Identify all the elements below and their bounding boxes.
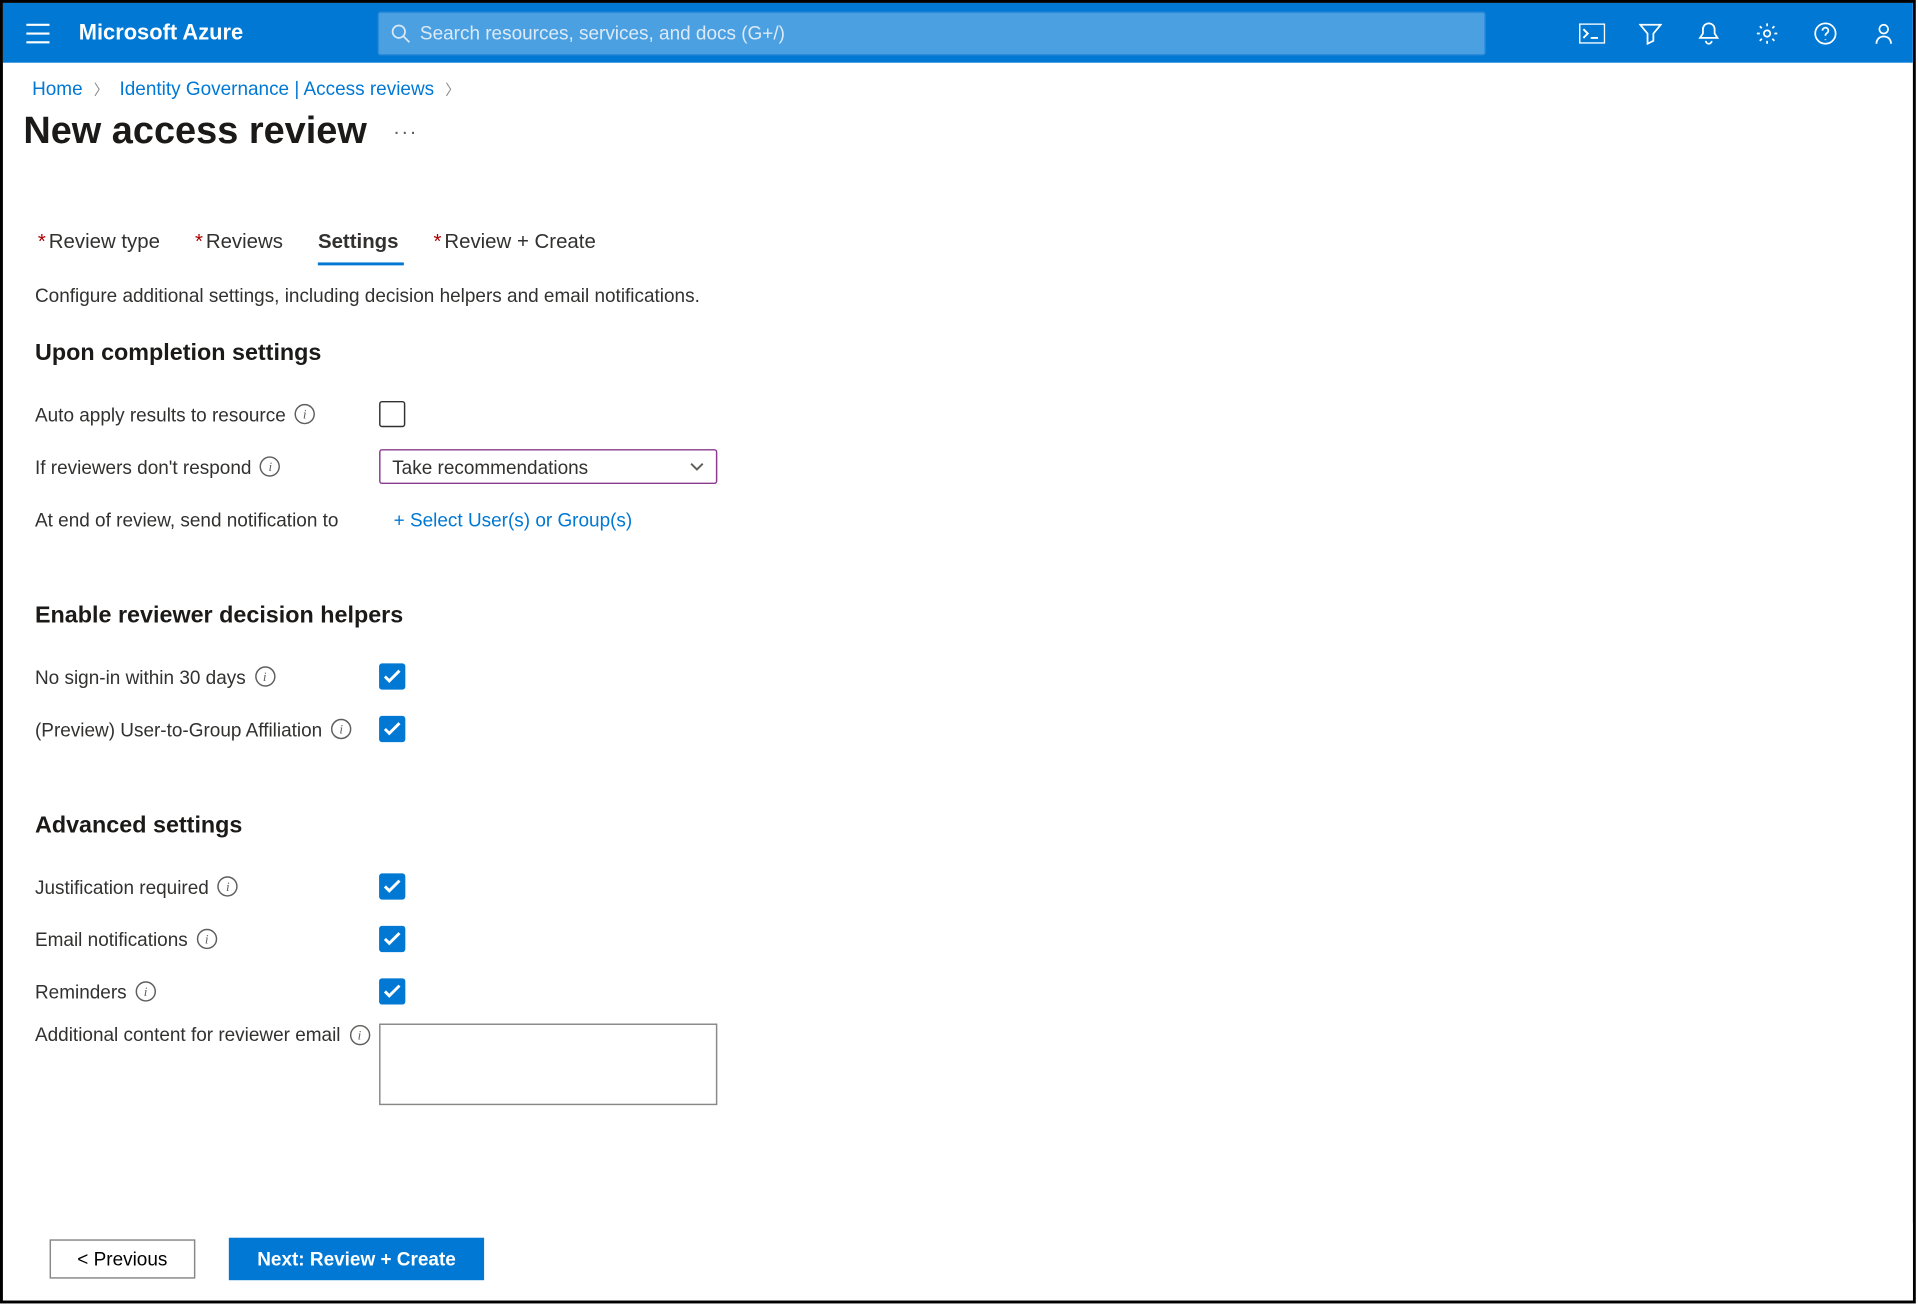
help-button[interactable] xyxy=(1796,3,1854,63)
row-affiliation: (Preview) User-to-Group Affiliation i xyxy=(35,703,1881,755)
tab-review-create[interactable]: Review + Create xyxy=(419,217,616,264)
chevron-right-icon: 〉 xyxy=(88,83,114,99)
info-icon[interactable]: i xyxy=(349,1024,369,1044)
bell-icon xyxy=(1697,21,1720,44)
top-bar: Microsoft Azure xyxy=(3,3,1913,63)
global-search[interactable] xyxy=(378,11,1486,55)
content-area: Configure additional settings, including… xyxy=(3,264,1913,1105)
row-addl-content: Additional content for reviewer email i xyxy=(35,1024,1881,1106)
info-icon[interactable]: i xyxy=(260,456,280,476)
label-reminders: Reminders xyxy=(35,981,127,1003)
top-icons xyxy=(1563,3,1913,63)
label-addl-content: Additional content for reviewer email xyxy=(35,1024,341,1046)
row-no-respond: If reviewers don't respond i Take recomm… xyxy=(35,440,1881,492)
row-end-notify: At end of review, send notification to +… xyxy=(35,493,1881,545)
tab-review-type[interactable]: Review type xyxy=(23,217,180,264)
checkbox-no-signin[interactable] xyxy=(379,663,405,689)
info-icon[interactable]: i xyxy=(135,981,155,1001)
row-justification: Justification required i xyxy=(35,860,1881,912)
search-icon xyxy=(391,23,411,43)
hamburger-icon xyxy=(26,23,49,43)
row-reminders: Reminders i xyxy=(35,965,1881,1017)
label-end-notify: At end of review, send notification to xyxy=(35,508,338,530)
checkbox-reminders[interactable] xyxy=(379,978,405,1004)
tab-bar: Review type Reviews Settings Review + Cr… xyxy=(3,217,1913,264)
breadcrumb-home[interactable]: Home xyxy=(32,77,83,99)
description-text: Configure additional settings, including… xyxy=(35,284,1881,306)
chevron-down-icon xyxy=(690,462,705,471)
search-input[interactable] xyxy=(420,22,1473,44)
filter-icon xyxy=(1639,21,1662,44)
directories-button[interactable] xyxy=(1621,3,1679,63)
label-email-notif: Email notifications xyxy=(35,928,188,950)
textarea-addl-content[interactable] xyxy=(379,1024,717,1106)
select-no-respond[interactable]: Take recommendations xyxy=(379,449,717,484)
checkbox-auto-apply[interactable] xyxy=(379,401,405,427)
section-completion-heading: Upon completion settings xyxy=(35,341,1881,367)
previous-button[interactable]: < Previous xyxy=(50,1239,196,1278)
feedback-button[interactable] xyxy=(1855,3,1913,63)
next-button[interactable]: Next: Review + Create xyxy=(230,1238,484,1280)
row-no-signin: No sign-in within 30 days i xyxy=(35,650,1881,702)
help-icon xyxy=(1814,21,1837,44)
label-justification: Justification required xyxy=(35,876,209,898)
search-wrap xyxy=(302,11,1563,55)
page-title: New access review xyxy=(23,108,367,153)
gear-icon xyxy=(1755,21,1778,44)
cloud-shell-button[interactable] xyxy=(1563,3,1621,63)
hamburger-menu[interactable] xyxy=(3,3,73,63)
breadcrumb: Home 〉 Identity Governance | Access revi… xyxy=(3,63,1913,99)
notifications-button[interactable] xyxy=(1680,3,1738,63)
tab-settings[interactable]: Settings xyxy=(303,217,419,264)
tab-reviews[interactable]: Reviews xyxy=(180,217,303,264)
section-advanced-heading: Advanced settings xyxy=(35,814,1881,840)
select-no-respond-value: Take recommendations xyxy=(392,456,588,478)
section-helpers-heading: Enable reviewer decision helpers xyxy=(35,604,1881,630)
checkbox-email-notif[interactable] xyxy=(379,926,405,952)
person-feedback-icon xyxy=(1872,21,1895,44)
info-icon[interactable]: i xyxy=(331,719,351,739)
more-actions-button[interactable]: ··· xyxy=(393,119,418,142)
link-select-users[interactable]: + Select User(s) or Group(s) xyxy=(379,508,632,530)
cloud-shell-icon xyxy=(1579,23,1605,43)
info-icon[interactable]: i xyxy=(254,666,274,686)
breadcrumb-identity-governance[interactable]: Identity Governance | Access reviews xyxy=(119,77,434,99)
label-no-respond: If reviewers don't respond xyxy=(35,456,251,478)
checkbox-affiliation[interactable] xyxy=(379,716,405,742)
label-auto-apply: Auto apply results to resource xyxy=(35,403,286,425)
settings-button[interactable] xyxy=(1738,3,1796,63)
chevron-right-icon: 〉 xyxy=(439,83,465,99)
title-row: New access review ··· xyxy=(3,99,1913,173)
row-auto-apply: Auto apply results to resource i xyxy=(35,388,1881,440)
label-no-signin: No sign-in within 30 days xyxy=(35,666,246,688)
info-icon[interactable]: i xyxy=(294,404,314,424)
row-email-notif: Email notifications i xyxy=(35,913,1881,965)
label-affiliation: (Preview) User-to-Group Affiliation xyxy=(35,718,322,740)
info-icon[interactable]: i xyxy=(218,876,238,896)
info-icon[interactable]: i xyxy=(197,929,217,949)
checkbox-justification[interactable] xyxy=(379,873,405,899)
footer: < Previous Next: Review + Create xyxy=(3,1223,1913,1300)
brand-label: Microsoft Azure xyxy=(73,20,302,45)
